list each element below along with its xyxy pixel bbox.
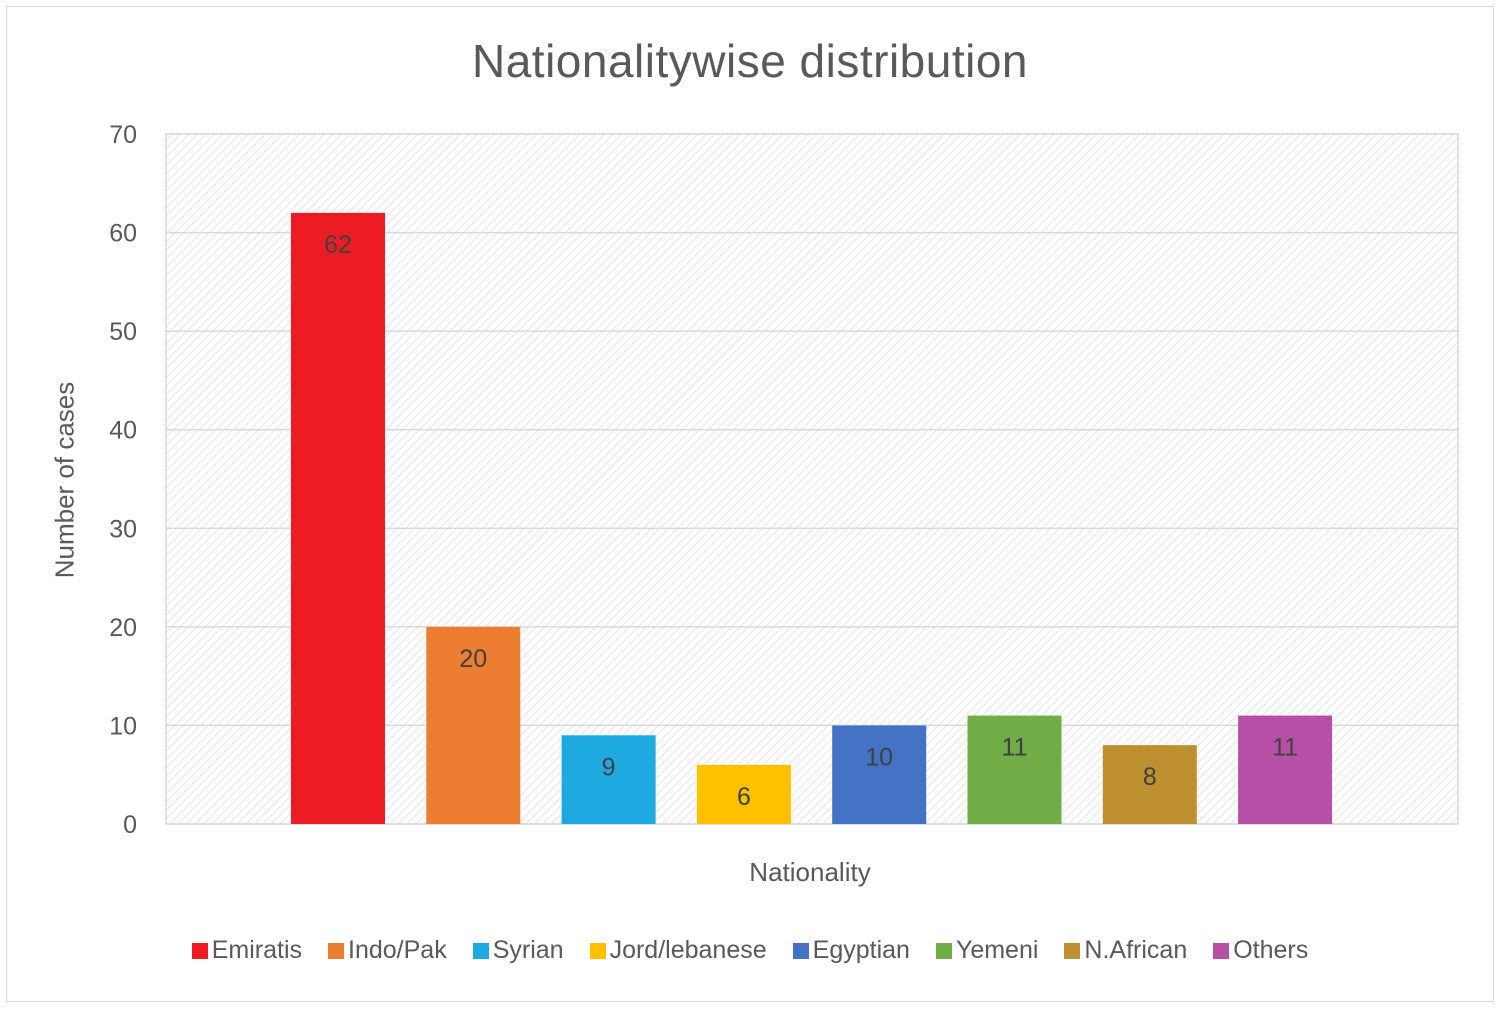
legend-label: Jord/lebanese (609, 936, 767, 964)
legend-item: Jord/lebanese (589, 936, 767, 965)
legend-swatch (589, 942, 606, 959)
legend-item: Others (1213, 936, 1308, 965)
legend-label: Egyptian (812, 936, 910, 964)
data-label: 8 (1143, 763, 1157, 791)
legend-label: Yemeni (955, 936, 1039, 964)
y-tick-label: 20 (109, 614, 137, 642)
legend-swatch (328, 942, 345, 959)
legend-item: Egyptian (792, 936, 910, 965)
legend-label: Indo/Pak (348, 936, 447, 964)
bar-jord-lebanese (696, 764, 791, 824)
bar-syrian (561, 735, 656, 824)
bar-n-african (1102, 745, 1197, 824)
data-label: 20 (459, 645, 487, 673)
legend-label: N.African (1084, 936, 1188, 964)
data-label: 62 (324, 231, 352, 259)
chart-title: Nationalitywise distribution (471, 35, 1029, 87)
data-label: 6 (737, 783, 751, 811)
legend-label: Emiratis (211, 936, 303, 964)
legend-item: Emiratis (191, 936, 303, 965)
y-tick-label: 60 (109, 220, 137, 248)
data-label: 10 (865, 743, 893, 771)
legend-item: N.African (1064, 936, 1187, 965)
bar-egyptian (832, 725, 927, 824)
legend-swatch (472, 942, 489, 959)
legend-item: Yemeni (935, 936, 1039, 965)
y-tick-label: 0 (123, 811, 137, 839)
x-axis-label: Nationality (749, 857, 871, 887)
legend-swatch (935, 942, 952, 959)
data-label: 11 (1272, 734, 1298, 762)
legend-label: Others (1233, 936, 1309, 964)
y-tick-label: 70 (109, 121, 137, 149)
legend-swatch (1213, 942, 1230, 959)
bar-indo-pak (426, 626, 521, 824)
y-tick-label: 40 (109, 417, 137, 445)
y-axis-label: Number of cases (49, 381, 80, 579)
legend: Emiratis Indo/Pak Syrian Jord/lebanese Egypt… (0, 936, 1500, 965)
bar-emiratis (291, 212, 385, 824)
data-label: 11 (1002, 734, 1028, 762)
legend-swatch (792, 942, 809, 959)
bar-others (1238, 715, 1333, 824)
legend-item: Syrian (472, 936, 564, 965)
legend-swatch (1064, 942, 1081, 959)
legend-item: Indo/Pak (328, 936, 447, 965)
y-tick-label: 50 (109, 318, 137, 346)
legend-swatch (191, 942, 208, 959)
bar-yemeni (967, 715, 1062, 824)
y-tick-label: 10 (109, 712, 137, 740)
y-tick-label: 30 (109, 515, 137, 543)
legend-label: Syrian (492, 936, 564, 964)
data-label: 9 (602, 753, 616, 781)
